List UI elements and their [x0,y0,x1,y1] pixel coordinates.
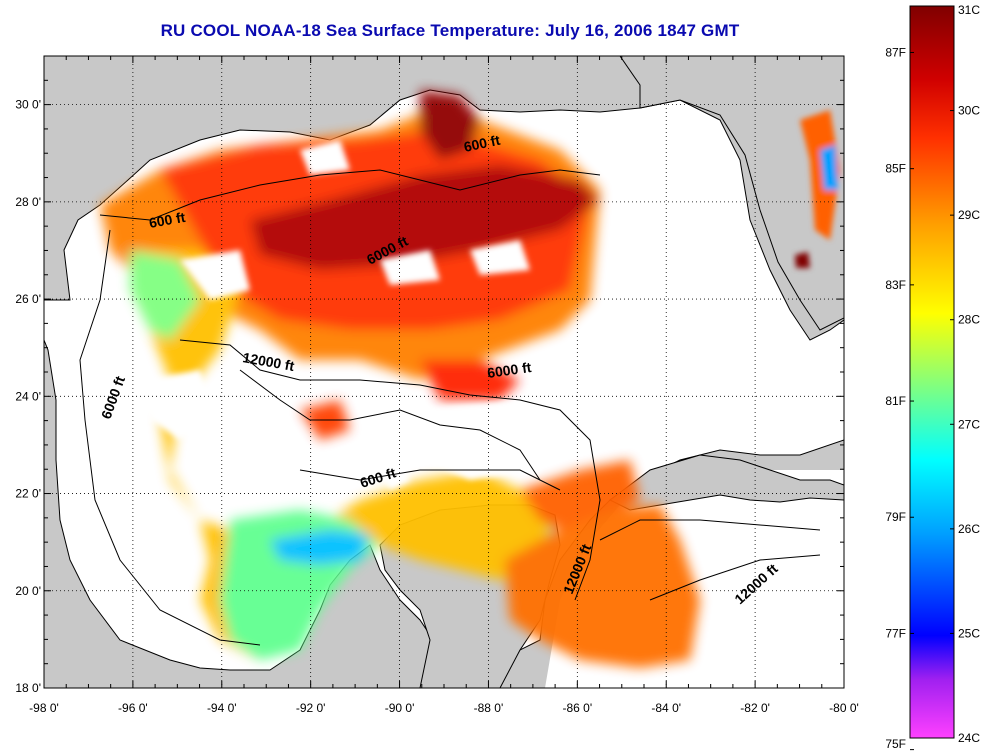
contour-label: 600 ft [148,209,187,231]
colorbar-celsius-label: 27C [958,417,980,431]
y-tick-label: 28 0' [15,195,41,209]
x-tick-label: -82 0' [740,701,770,715]
colorbar-fahrenheit-label: 77F [885,626,906,640]
y-tick-label: 30 0' [15,98,41,112]
y-tick-label: 20 0' [15,584,41,598]
colorbar-celsius-labels: 31C 30C 29C 28C 27C 26C 25C 24C [950,3,980,745]
colorbar-fahrenheit-label: 81F [885,394,906,408]
contour-label: 600 ft [462,132,501,155]
colorbar-celsius-label: 26C [958,522,980,536]
colorbar-fahrenheit-label: 79F [885,510,906,524]
colorbar-celsius-label: 30C [958,104,980,118]
colorbar-fahrenheit-label: 75F [885,737,906,751]
colorbar-celsius-label: 31C [958,3,980,17]
x-tick-label: -92 0' [296,701,326,715]
colorbar-celsius-label: 25C [958,626,980,640]
y-tick-label: 26 0' [15,292,41,306]
map-title: RU COOL NOAA-18 Sea Surface Temperature:… [160,21,740,40]
colorbar-celsius-label: 24C [958,731,980,745]
colorbar-celsius-label: 28C [958,313,980,327]
x-tick-label: -96 0' [118,701,148,715]
colorbar-fahrenheit-labels: 87F 85F 83F 81F 79F 77F 75F [885,45,914,751]
x-tick-label: -88 0' [474,701,504,715]
x-tick-label: -98 0' [29,701,59,715]
grid-lines [44,56,844,688]
x-tick-label: -86 0' [563,701,593,715]
florida-coast-data [795,110,840,268]
y-axis-ticks: 18 0' 20 0' 22 0' 24 0' 26 0' 28 0' 30 0' [15,98,41,695]
y-tick-label: 24 0' [15,389,41,403]
colorbar: 31C 30C 29C 28C 27C 26C 25C 24C 87F 85F 83F 81F 79F… [885,3,980,751]
x-tick-label: -94 0' [207,701,237,715]
x-tick-label: -80 0' [829,701,859,715]
y-tick-label: 18 0' [15,681,41,695]
contour-label: 6000 ft [486,359,532,381]
cloud-gaps [140,140,560,490]
sst-data-field [100,90,700,668]
x-axis-ticks: -98 0' -96 0' -94 0' -92 0' -90 0' -88 0' -86 … [29,701,859,715]
y-tick-label: 22 0' [15,487,41,501]
colorbar-fahrenheit-label: 87F [885,45,906,59]
colorbar-scale [909,5,955,739]
frame-ticks [43,55,845,689]
cuba-land [609,454,844,511]
florida-land [619,56,844,331]
colorbar-celsius-label: 29C [958,208,980,222]
colorbar-fahrenheit-label: 83F [885,278,906,292]
x-tick-label: -90 0' [385,701,415,715]
depth-contours [79,169,821,646]
colorbar-fahrenheit-label: 85F [885,162,906,176]
x-tick-label: -84 0' [651,701,681,715]
